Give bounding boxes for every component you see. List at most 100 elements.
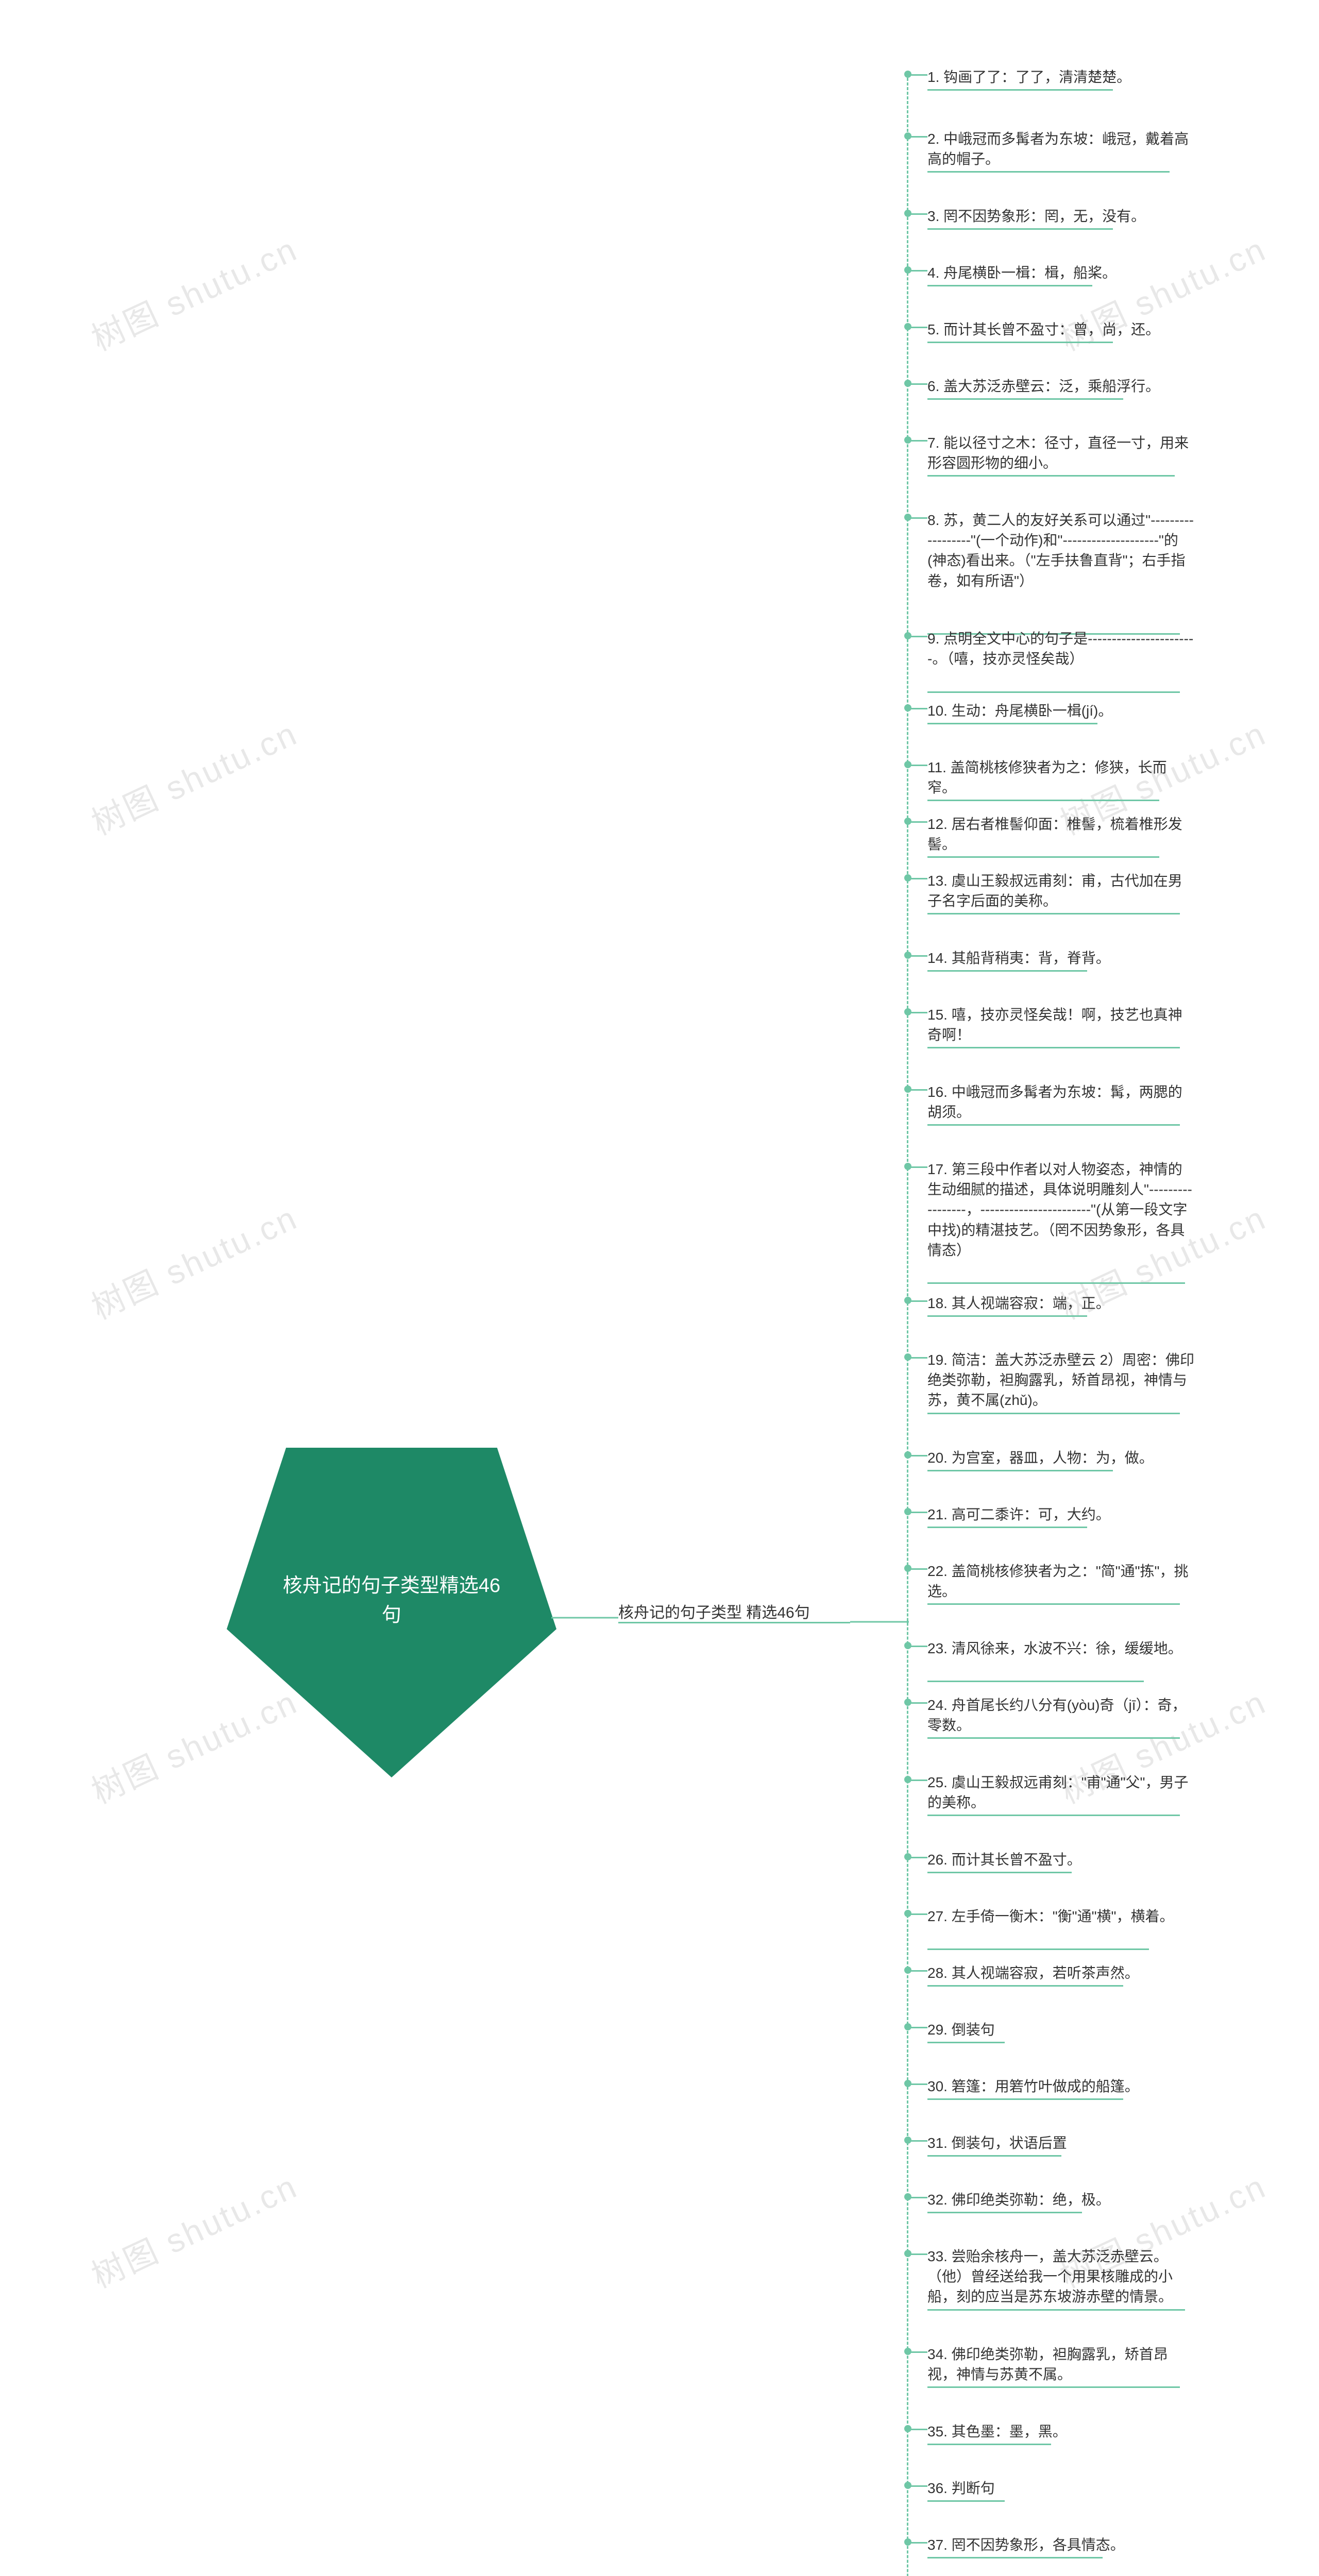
leaf-underline [927, 475, 1175, 477]
leaf-node[interactable]: 9. 点明全文中心的句子是-----------------------。（嘻，… [927, 629, 1195, 671]
leaf-connector [908, 2542, 927, 2544]
leaf-underline [927, 1603, 1180, 1605]
root-connector [551, 1602, 623, 1633]
leaf-node[interactable]: 10. 生动：舟尾横卧一楫(jí)。 [927, 701, 1195, 723]
root-node[interactable]: 核舟记的句子类型精选46 句 [227, 1448, 556, 1777]
leaf-node[interactable]: 4. 舟尾横卧一楫：楫，船桨。 [927, 263, 1195, 285]
leaf-connector [908, 517, 927, 519]
leaf-node[interactable]: 29. 倒装句 [927, 2020, 1195, 2042]
watermark: 树图 shutu.cn [83, 707, 305, 844]
leaf-node[interactable]: 22. 盖简桃核修狭者为之："简"通"拣"，挑选。 [927, 1561, 1195, 1603]
leaf-node[interactable]: 18. 其人视端容寂：端，正。 [927, 1293, 1195, 1315]
leaf-node[interactable]: 12. 居右者椎髻仰面：椎髻，梳着椎形发髻。 [927, 814, 1195, 856]
leaf-node[interactable]: 32. 佛印绝类弥勒：绝，极。 [927, 2190, 1195, 2212]
leaf-node[interactable]: 8. 苏，黄二人的友好关系可以通过"------------------"(一个… [927, 510, 1195, 593]
leaf-node[interactable]: 5. 而计其长曾不盈寸：曾，尚，还。 [927, 319, 1195, 342]
leaf-underline [927, 1872, 1072, 1873]
leaf-underline [927, 691, 1180, 693]
leaf-underline [927, 1737, 1180, 1739]
leaf-node[interactable]: 24. 舟首尾长约八分有(yòu)奇（jī）：奇，零数。 [927, 1695, 1195, 1737]
root-title: 核舟记的句子类型精选46 句 [227, 1571, 556, 1630]
leaf-node[interactable]: 17. 第三段中作者以对人物姿态，神情的生动细腻的描述，具体说明雕刻人"----… [927, 1159, 1195, 1262]
leaf-connector [908, 1702, 927, 1704]
leaf-connector [908, 1455, 927, 1456]
leaf-connector [908, 1913, 927, 1915]
branch-label[interactable]: 核舟记的句子类型 精选46句 [618, 1600, 810, 1622]
leaf-underline [927, 2042, 1005, 2043]
leaf-underline [927, 1047, 1180, 1048]
branch-underline [618, 1622, 850, 1623]
leaf-node[interactable]: 34. 佛印绝类弥勒，袒胸露乳，矫首昂视，神情与苏黄不属。 [927, 2344, 1195, 2386]
leaf-underline [927, 723, 1097, 724]
leaf-underline [927, 1413, 1180, 1414]
leaf-underline [927, 89, 1113, 91]
leaf-connector [908, 765, 927, 766]
leaf-underline [927, 1681, 1144, 1682]
leaf-node[interactable]: 6. 盖大苏泛赤壁云：泛，乘船浮行。 [927, 376, 1195, 398]
leaf-underline [927, 2155, 1061, 2157]
leaf-underline [927, 2444, 1051, 2445]
leaf-connector [908, 383, 927, 385]
leaf-underline [927, 2098, 1123, 2100]
leaf-underline [927, 342, 1113, 343]
center-to-trunk-connector [850, 1617, 909, 1627]
leaf-connector [908, 1780, 927, 1781]
leaf-connector [908, 2140, 927, 2142]
leaf-connector [908, 213, 927, 215]
root-title-line2: 句 [382, 1604, 401, 1626]
leaf-node[interactable]: 23. 清风徐来，水波不兴：徐，缓缓地。 [927, 1638, 1195, 1660]
leaf-node[interactable]: 33. 尝贻余核舟一，盖大苏泛赤壁云。（他）曾经送给我一个用果核雕成的小船，刻的… [927, 2246, 1195, 2309]
leaf-underline [927, 1815, 1180, 1816]
watermark: 树图 shutu.cn [83, 2160, 305, 2297]
leaf-node[interactable]: 7. 能以径寸之木：径寸，直径一寸，用来形容圆形物的细小。 [927, 433, 1195, 475]
leaf-underline [927, 1948, 1149, 1950]
leaf-connector [908, 1512, 927, 1513]
leaf-node[interactable]: 37. 罔不因势象形，各具情态。 [927, 2535, 1195, 2557]
leaf-underline [927, 2386, 1180, 2388]
leaf-node[interactable]: 30. 箬篷：用箬竹叶做成的船篷。 [927, 2076, 1195, 2098]
leaf-node[interactable]: 15. 嘻，技亦灵怪矣哉！啊，技艺也真神奇啊！ [927, 1005, 1195, 1047]
leaf-underline [927, 1124, 1180, 1126]
leaf-connector [908, 2429, 927, 2430]
leaf-node[interactable]: 16. 中峨冠而多髯者为东坡：髯，两腮的胡须。 [927, 1082, 1195, 1124]
leaf-connector [908, 2197, 927, 2198]
trunk-line [907, 73, 908, 2576]
leaf-underline [927, 2500, 1005, 2502]
leaf-node[interactable]: 2. 中峨冠而多髯者为东坡：峨冠，戴着高高的帽子。 [927, 129, 1195, 171]
leaf-node[interactable]: 31. 倒装句，状语后置 [927, 2133, 1195, 2155]
leaf-connector [908, 1857, 927, 1858]
leaf-node[interactable]: 11. 盖简桃核修狭者为之：修狭，长而窄。 [927, 757, 1195, 800]
leaf-connector [908, 440, 927, 442]
leaf-node[interactable]: 36. 判断句 [927, 2478, 1195, 2500]
leaf-connector [908, 327, 927, 328]
leaf-underline [927, 171, 1170, 173]
leaf-underline [927, 800, 1159, 801]
leaf-node[interactable]: 25. 虞山王毅叔远甫刻："甫"通"父"，男子的美称。 [927, 1772, 1195, 1815]
leaf-underline [927, 1315, 1087, 1317]
leaf-connector [908, 1357, 927, 1359]
leaf-connector [908, 955, 927, 957]
leaf-node[interactable]: 3. 罔不因势象形：罔，无，没有。 [927, 206, 1195, 228]
leaf-node[interactable]: 27. 左手倚一衡木："衡"通"横"，横着。 [927, 1906, 1195, 1928]
root-title-line1: 核舟记的句子类型精选46 [283, 1575, 500, 1597]
leaf-node[interactable]: 28. 其人视端容寂，若听茶声然。 [927, 1963, 1195, 1985]
leaf-connector [908, 2485, 927, 2487]
leaf-underline [927, 228, 1113, 230]
leaf-node[interactable]: 35. 其色墨：墨，黑。 [927, 2421, 1195, 2444]
watermark: 树图 shutu.cn [83, 1192, 305, 1329]
leaf-node[interactable]: 1. 钩画了了：了了，清清楚楚。 [927, 67, 1195, 89]
leaf-connector [908, 636, 927, 637]
leaf-connector [908, 136, 927, 138]
leaf-connector [908, 708, 927, 709]
leaf-node[interactable]: 19. 简洁：盖大苏泛赤壁云 2）周密：佛印绝类弥勒，袒胸露乳，矫首昂视，神情与… [927, 1350, 1195, 1413]
leaf-node[interactable]: 21. 高可二黍许：可，大约。 [927, 1504, 1195, 1527]
leaf-connector [908, 2083, 927, 2085]
leaf-connector [908, 821, 927, 823]
leaf-node[interactable]: 13. 虞山王毅叔远甫刻：甫，古代加在男子名字后面的美称。 [927, 871, 1195, 913]
leaf-node[interactable]: 14. 其船背稍夷：背，脊背。 [927, 948, 1195, 970]
leaf-node[interactable]: 26. 而计其长曾不盈寸。 [927, 1850, 1195, 1872]
leaf-connector [908, 1970, 927, 1972]
leaf-node[interactable]: 20. 为宫室，器皿，人物：为，做。 [927, 1448, 1195, 1470]
leaf-underline [927, 2557, 1103, 2558]
leaf-underline [927, 2309, 1185, 2311]
